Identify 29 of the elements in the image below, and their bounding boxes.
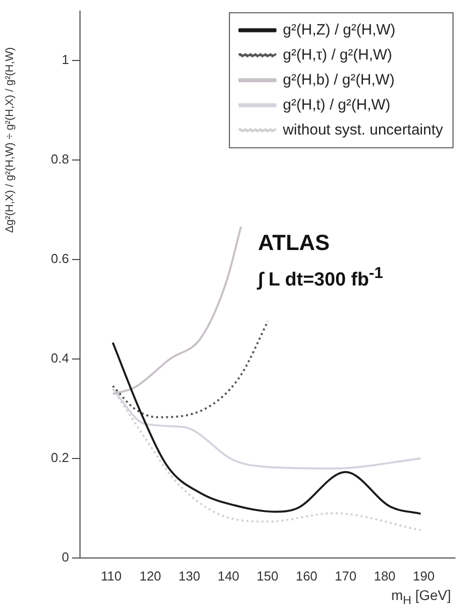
x-tick-label: 180 bbox=[374, 568, 396, 584]
x-tick-label: 150 bbox=[256, 568, 278, 584]
y-tick-label: 0 bbox=[62, 550, 69, 565]
x-tick-label: 130 bbox=[178, 568, 200, 584]
line-series bbox=[112, 388, 422, 470]
line-series bbox=[112, 226, 242, 395]
legend-label: without syst. uncertainty bbox=[282, 121, 444, 138]
x-tick-label: 160 bbox=[296, 568, 318, 584]
y-tick-label: 1 bbox=[62, 52, 69, 68]
legend-label: g²(H,t) / g²(H,W) bbox=[282, 96, 390, 114]
y-tick-label: 0.6 bbox=[50, 251, 69, 266]
x-tick-label: 120 bbox=[139, 568, 162, 584]
y-tick-label: 0.8 bbox=[50, 152, 69, 167]
x-tick-label: 190 bbox=[412, 568, 435, 584]
x-tick-label: 110 bbox=[100, 568, 122, 584]
line-series bbox=[112, 342, 422, 515]
y-tick-label: 0.4 bbox=[50, 350, 69, 366]
y-tick-label: 0.2 bbox=[50, 450, 69, 466]
line-series bbox=[112, 388, 422, 532]
annotation: ATLAS bbox=[258, 230, 330, 256]
annotation: ∫ L dt=300 fb$^{-1}$ bbox=[258, 265, 384, 292]
legend-label: g²(H,τ) / g²(H,W) bbox=[282, 46, 392, 64]
y-axis-title: Δg²(H,X) / g²(H,W) ÷ g²(H,X) / g²(H,W) bbox=[4, 46, 17, 235]
legend-label: g²(H,Z) / g²(H,W) bbox=[282, 21, 396, 38]
x-tick-label: 170 bbox=[334, 568, 356, 584]
line-series bbox=[112, 320, 269, 418]
x-axis-title: m$_{H}$ [GeV] bbox=[391, 587, 451, 607]
x-tick-label: 140 bbox=[218, 568, 240, 584]
legend-label: g²(H,b) / g²(H,W) bbox=[282, 71, 395, 88]
